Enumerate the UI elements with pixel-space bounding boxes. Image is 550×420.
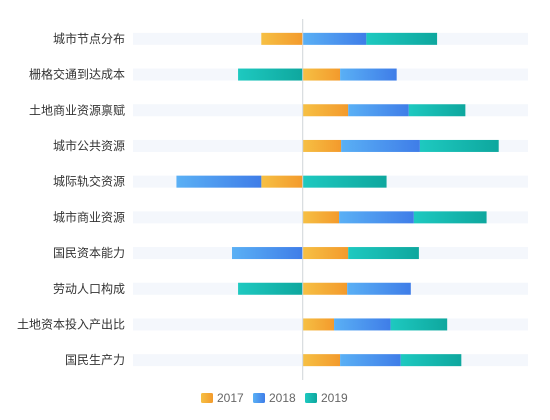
bar-2019[interactable] xyxy=(390,318,448,331)
bar-2019[interactable] xyxy=(419,139,499,152)
bar-2018[interactable] xyxy=(340,68,397,81)
bar-2017[interactable] xyxy=(302,68,341,81)
legend-item-2017[interactable]: 2017 xyxy=(201,391,244,405)
bar-2019[interactable] xyxy=(413,211,487,224)
category-label: 国民生产力 xyxy=(65,353,125,367)
legend-label: 2017 xyxy=(217,391,244,405)
bar-2017[interactable] xyxy=(302,247,349,260)
category-label: 土地商业资源禀赋 xyxy=(29,102,125,117)
bar-2018[interactable] xyxy=(348,104,409,117)
bar-2017[interactable] xyxy=(302,139,342,152)
bar-2019[interactable] xyxy=(238,282,303,295)
bar-2018[interactable] xyxy=(232,247,303,260)
bar-2019[interactable] xyxy=(400,354,462,367)
bar-2018[interactable] xyxy=(347,282,411,295)
row-bands xyxy=(133,32,528,367)
bar-2018[interactable] xyxy=(339,211,414,224)
bar-2017[interactable] xyxy=(261,175,303,188)
category-label: 劳动人口构成 xyxy=(53,281,125,296)
category-label: 城市商业资源 xyxy=(53,209,125,224)
bar-2017[interactable] xyxy=(302,211,340,224)
bar-2018[interactable] xyxy=(334,318,391,331)
bar-2019[interactable] xyxy=(348,247,419,260)
legend-item-2018[interactable]: 2018 xyxy=(253,391,296,405)
category-label: 城市公共资源 xyxy=(53,138,125,153)
category-label: 土地资本投入产出比 xyxy=(17,316,125,331)
bar-2019[interactable] xyxy=(366,32,438,45)
category-label: 国民资本能力 xyxy=(53,246,125,260)
bar-2018[interactable] xyxy=(341,139,420,152)
bar-2017[interactable] xyxy=(261,32,303,45)
bar-2018[interactable] xyxy=(302,32,367,45)
category-label: 城市节点分布 xyxy=(53,31,125,46)
bar-2017[interactable] xyxy=(302,104,349,117)
legend-swatch xyxy=(253,393,265,403)
bar-2019[interactable] xyxy=(408,104,466,117)
bar-2018[interactable] xyxy=(340,354,401,367)
category-label: 城际轨交资源 xyxy=(53,174,125,189)
bars-group xyxy=(176,32,499,367)
legend-label: 2019 xyxy=(321,391,348,405)
legend-swatch xyxy=(305,393,317,403)
category-label: 栅格交通到达成本 xyxy=(29,67,125,82)
bar-2017[interactable] xyxy=(302,282,348,295)
legend[interactable]: 2017 2018 2019 xyxy=(201,391,348,405)
bar-2017[interactable] xyxy=(302,354,341,367)
bar-2019[interactable] xyxy=(302,175,387,188)
bar-2017[interactable] xyxy=(302,318,335,331)
legend-swatch xyxy=(201,393,213,403)
bar-2019[interactable] xyxy=(238,68,303,81)
legend-item-2019[interactable]: 2019 xyxy=(305,391,348,405)
legend-label: 2018 xyxy=(269,391,296,405)
bar-2018[interactable] xyxy=(176,175,262,188)
category-labels: 城市节点分布栅格交通到达成本土地商业资源禀赋城市公共资源城际轨交资源城市商业资源… xyxy=(17,31,125,367)
